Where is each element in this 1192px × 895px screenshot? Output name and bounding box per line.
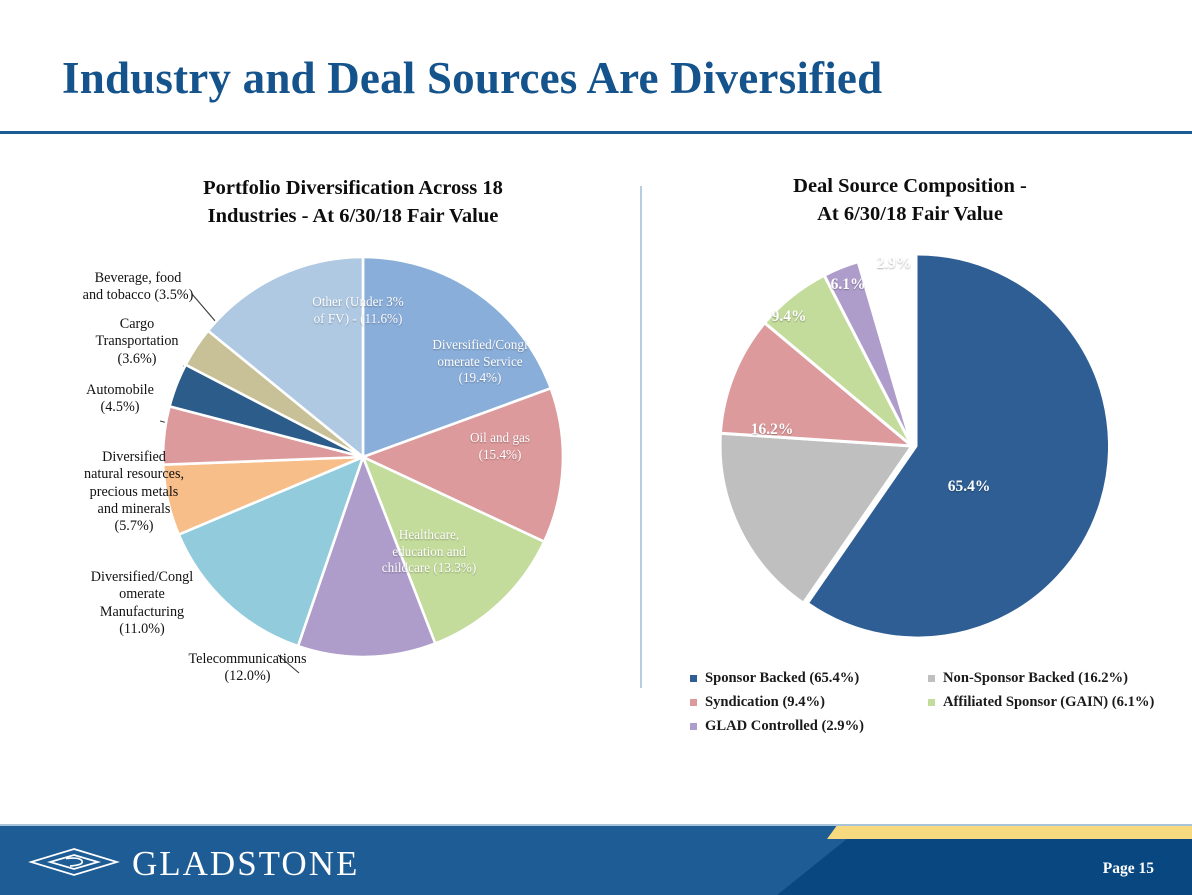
left-chart-title-line1: Portfolio Diversification Across 18 — [203, 177, 503, 199]
left-chart-title: Portfolio Diversification Across 18 Indu… — [103, 174, 603, 231]
legend-row-1: Sponsor Backed (65.4%) Non-Sponsor Backe… — [690, 666, 1160, 690]
legend-label-glad-controlled: GLAD Controlled (2.9%) — [705, 717, 865, 734]
legend-row-2: Syndication (9.4%) Affiliated Sponsor (G… — [690, 690, 1160, 714]
legend-swatch-non-sponsor-backed — [928, 674, 935, 682]
right-pie-svg — [718, 252, 1108, 640]
callout-beverage-food-tobacco: Beverage, food and tobacco (3.5%) — [82, 270, 194, 304]
right-chart-title: Deal Source Composition - At 6/30/18 Fai… — [690, 172, 1130, 229]
legend-item-glad-controlled[interactable]: GLAD Controlled (2.9%) — [690, 714, 928, 738]
pie-slice-diversified-conglomerate-manufacturing — [177, 454, 366, 648]
footer-gold-accent — [827, 826, 1192, 839]
brand-name: GLADSTONE — [132, 844, 360, 883]
portfolio-diversification-panel: Portfolio Diversification Across 18 Indu… — [40, 166, 640, 711]
callout-telecommunications: Telecommunications (12.0%) — [188, 651, 307, 685]
pie-slice-oil-and-gas — [359, 386, 565, 544]
left-chart-title-line2: Industries - At 6/30/18 Fair Value — [207, 205, 499, 228]
footer-top-rule — [0, 824, 1192, 826]
pie-slice-sponsor-backed — [805, 252, 1108, 640]
legend-label-non-sponsor-backed: Non-Sponsor Backed (16.2%) — [943, 669, 1129, 686]
pie-slice-telecommunications — [296, 453, 437, 659]
legend-swatch-affiliated-sponsor-gain — [928, 698, 935, 706]
pie-slice-syndication — [718, 320, 917, 448]
legend-item-affiliated-sponsor-gain[interactable]: Affiliated Sponsor (GAIN) (6.1%) — [928, 690, 1160, 714]
deal-source-composition-panel: Deal Source Composition - At 6/30/18 Fai… — [650, 166, 1170, 746]
portfolio-diversification-pie: Other (Under 3% of FV) - (11.6%) Diversi… — [158, 252, 568, 662]
legend-item-syndication[interactable]: Syndication (9.4%) — [690, 690, 928, 714]
chart-panel-divider — [640, 186, 642, 688]
legend-swatch-sponsor-backed — [690, 674, 697, 682]
pie-slice-glad-controlled — [822, 259, 914, 447]
gladstone-diamond-logo-icon — [28, 848, 120, 876]
legend-item-empty — [928, 714, 1160, 738]
title-divider-rule — [0, 131, 1192, 134]
callout-diversified-natural-resources: Diversified natural resources, precious … — [83, 449, 185, 535]
right-chart-title-line2: At 6/30/18 Fair Value — [817, 203, 1003, 226]
left-pie-svg — [161, 255, 565, 659]
pie-slice-diversified-conglomerate-service — [361, 255, 553, 459]
callout-cargo-transportation: Cargo Transportation (3.6%) — [95, 316, 179, 367]
legend-swatch-syndication — [690, 698, 697, 706]
pie-slice-non-sponsor-backed — [718, 431, 915, 606]
legend-label-sponsor-backed: Sponsor Backed (65.4%) — [705, 669, 860, 686]
right-chart-title-line1: Deal Source Composition - — [793, 175, 1027, 197]
legend-item-non-sponsor-backed[interactable]: Non-Sponsor Backed (16.2%) — [928, 666, 1160, 690]
pie-slice-other-under-3pct — [206, 255, 365, 460]
legend-label-affiliated-sponsor-gain: Affiliated Sponsor (GAIN) (6.1%) — [943, 693, 1155, 710]
page-title: Industry and Deal Sources Are Diversifie… — [62, 53, 883, 103]
legend-item-sponsor-backed[interactable]: Sponsor Backed (65.4%) — [690, 666, 928, 690]
deal-source-composition-pie: 65.4% 16.2% 9.4% 6.1% 2.9% — [708, 246, 1108, 646]
slide-header: Industry and Deal Sources Are Diversifie… — [0, 0, 1192, 134]
deal-source-legend: Sponsor Backed (65.4%) Non-Sponsor Backe… — [690, 666, 1160, 738]
callout-diversified-conglomerate-manufacturing: Diversified/Congl omerate Manufacturing … — [90, 569, 194, 637]
slide-footer: GLADSTONE Page 15 — [0, 824, 1192, 895]
legend-swatch-glad-controlled — [690, 722, 697, 730]
legend-label-syndication: Syndication (9.4%) — [705, 693, 826, 710]
legend-row-3: GLAD Controlled (2.9%) — [690, 714, 1160, 738]
pie-slice-healthcare-education-childcare — [360, 454, 546, 646]
page-number: Page 15 — [1102, 860, 1154, 877]
callout-automobile: Automobile (4.5%) — [86, 382, 154, 416]
